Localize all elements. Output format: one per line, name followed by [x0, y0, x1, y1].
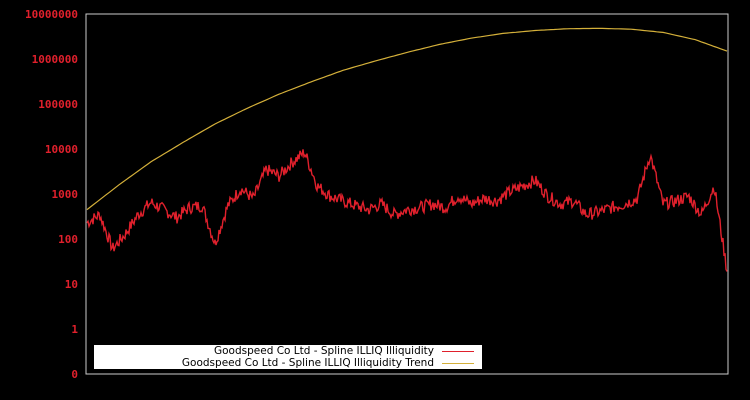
plot-frame	[85, 13, 729, 375]
y-tick-label: 10	[65, 278, 78, 291]
legend-label: Goodspeed Co Ltd - Spline ILLIQ Illiquid…	[181, 357, 434, 369]
y-tick-label: 0	[71, 368, 78, 381]
legend-label: Goodspeed Co Ltd - Spline ILLIQ Illiquid…	[213, 345, 434, 357]
y-tick-label: 10000	[45, 143, 78, 156]
y-tick-label: 10000000	[25, 8, 78, 21]
legend-item-trend: Goodspeed Co Ltd - Spline ILLIQ Illiquid…	[182, 357, 474, 369]
y-tick-label: 1000	[52, 188, 79, 201]
legend-item-illiquidity: Goodspeed Co Ltd - Spline ILLIQ Illiquid…	[214, 345, 474, 357]
y-tick-label: 100	[58, 233, 78, 246]
legend-swatch-icon	[442, 362, 474, 364]
legend: Goodspeed Co Ltd - Spline ILLIQ Illiquid…	[94, 345, 482, 369]
y-tick-label: 100000	[38, 98, 78, 111]
illiquidity-series-line	[86, 149, 728, 272]
trend-series-line	[86, 27, 728, 211]
y-tick-label: 1000000	[32, 53, 78, 66]
y-tick-label: 1	[71, 323, 78, 336]
legend-swatch-icon	[442, 350, 474, 352]
